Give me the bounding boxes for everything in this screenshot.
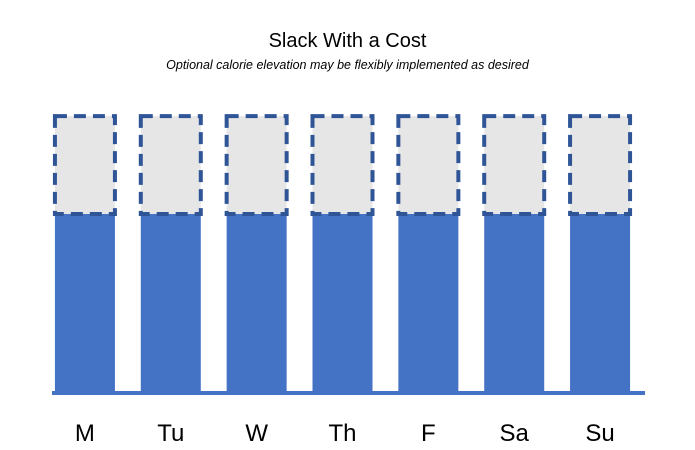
bar-base-m: [54, 214, 115, 392]
tick-label-w: W: [245, 420, 268, 447]
bar-base-w: [226, 214, 287, 392]
bars-layer: [52, 114, 633, 392]
tick-label-th: Th: [328, 420, 356, 447]
bar-optional-su: [568, 114, 633, 216]
tick-label-su: Su: [585, 420, 614, 447]
bar-optional-w: [224, 114, 289, 216]
labels-layer: M Tu W Th F Sa Su: [75, 420, 615, 447]
chart-title: Slack With a Cost: [268, 30, 427, 52]
bar-optional-th: [310, 114, 375, 216]
tick-label-sa: Sa: [500, 420, 530, 447]
bar-base-tu: [140, 214, 201, 392]
bar-base-th: [312, 214, 373, 392]
tick-label-m: M: [75, 420, 95, 447]
bar-base-sa: [484, 214, 545, 392]
bar-optional-f: [396, 114, 461, 216]
bar-optional-tu: [138, 114, 203, 216]
bar-base-f: [398, 214, 459, 392]
tick-label-tu: Tu: [157, 420, 184, 447]
bar-base-su: [570, 214, 631, 392]
tick-label-f: F: [421, 420, 436, 447]
bar-optional-m: [52, 114, 117, 216]
bar-optional-sa: [482, 114, 547, 216]
chart-subtitle: Optional calorie elevation may be flexib…: [166, 58, 529, 72]
